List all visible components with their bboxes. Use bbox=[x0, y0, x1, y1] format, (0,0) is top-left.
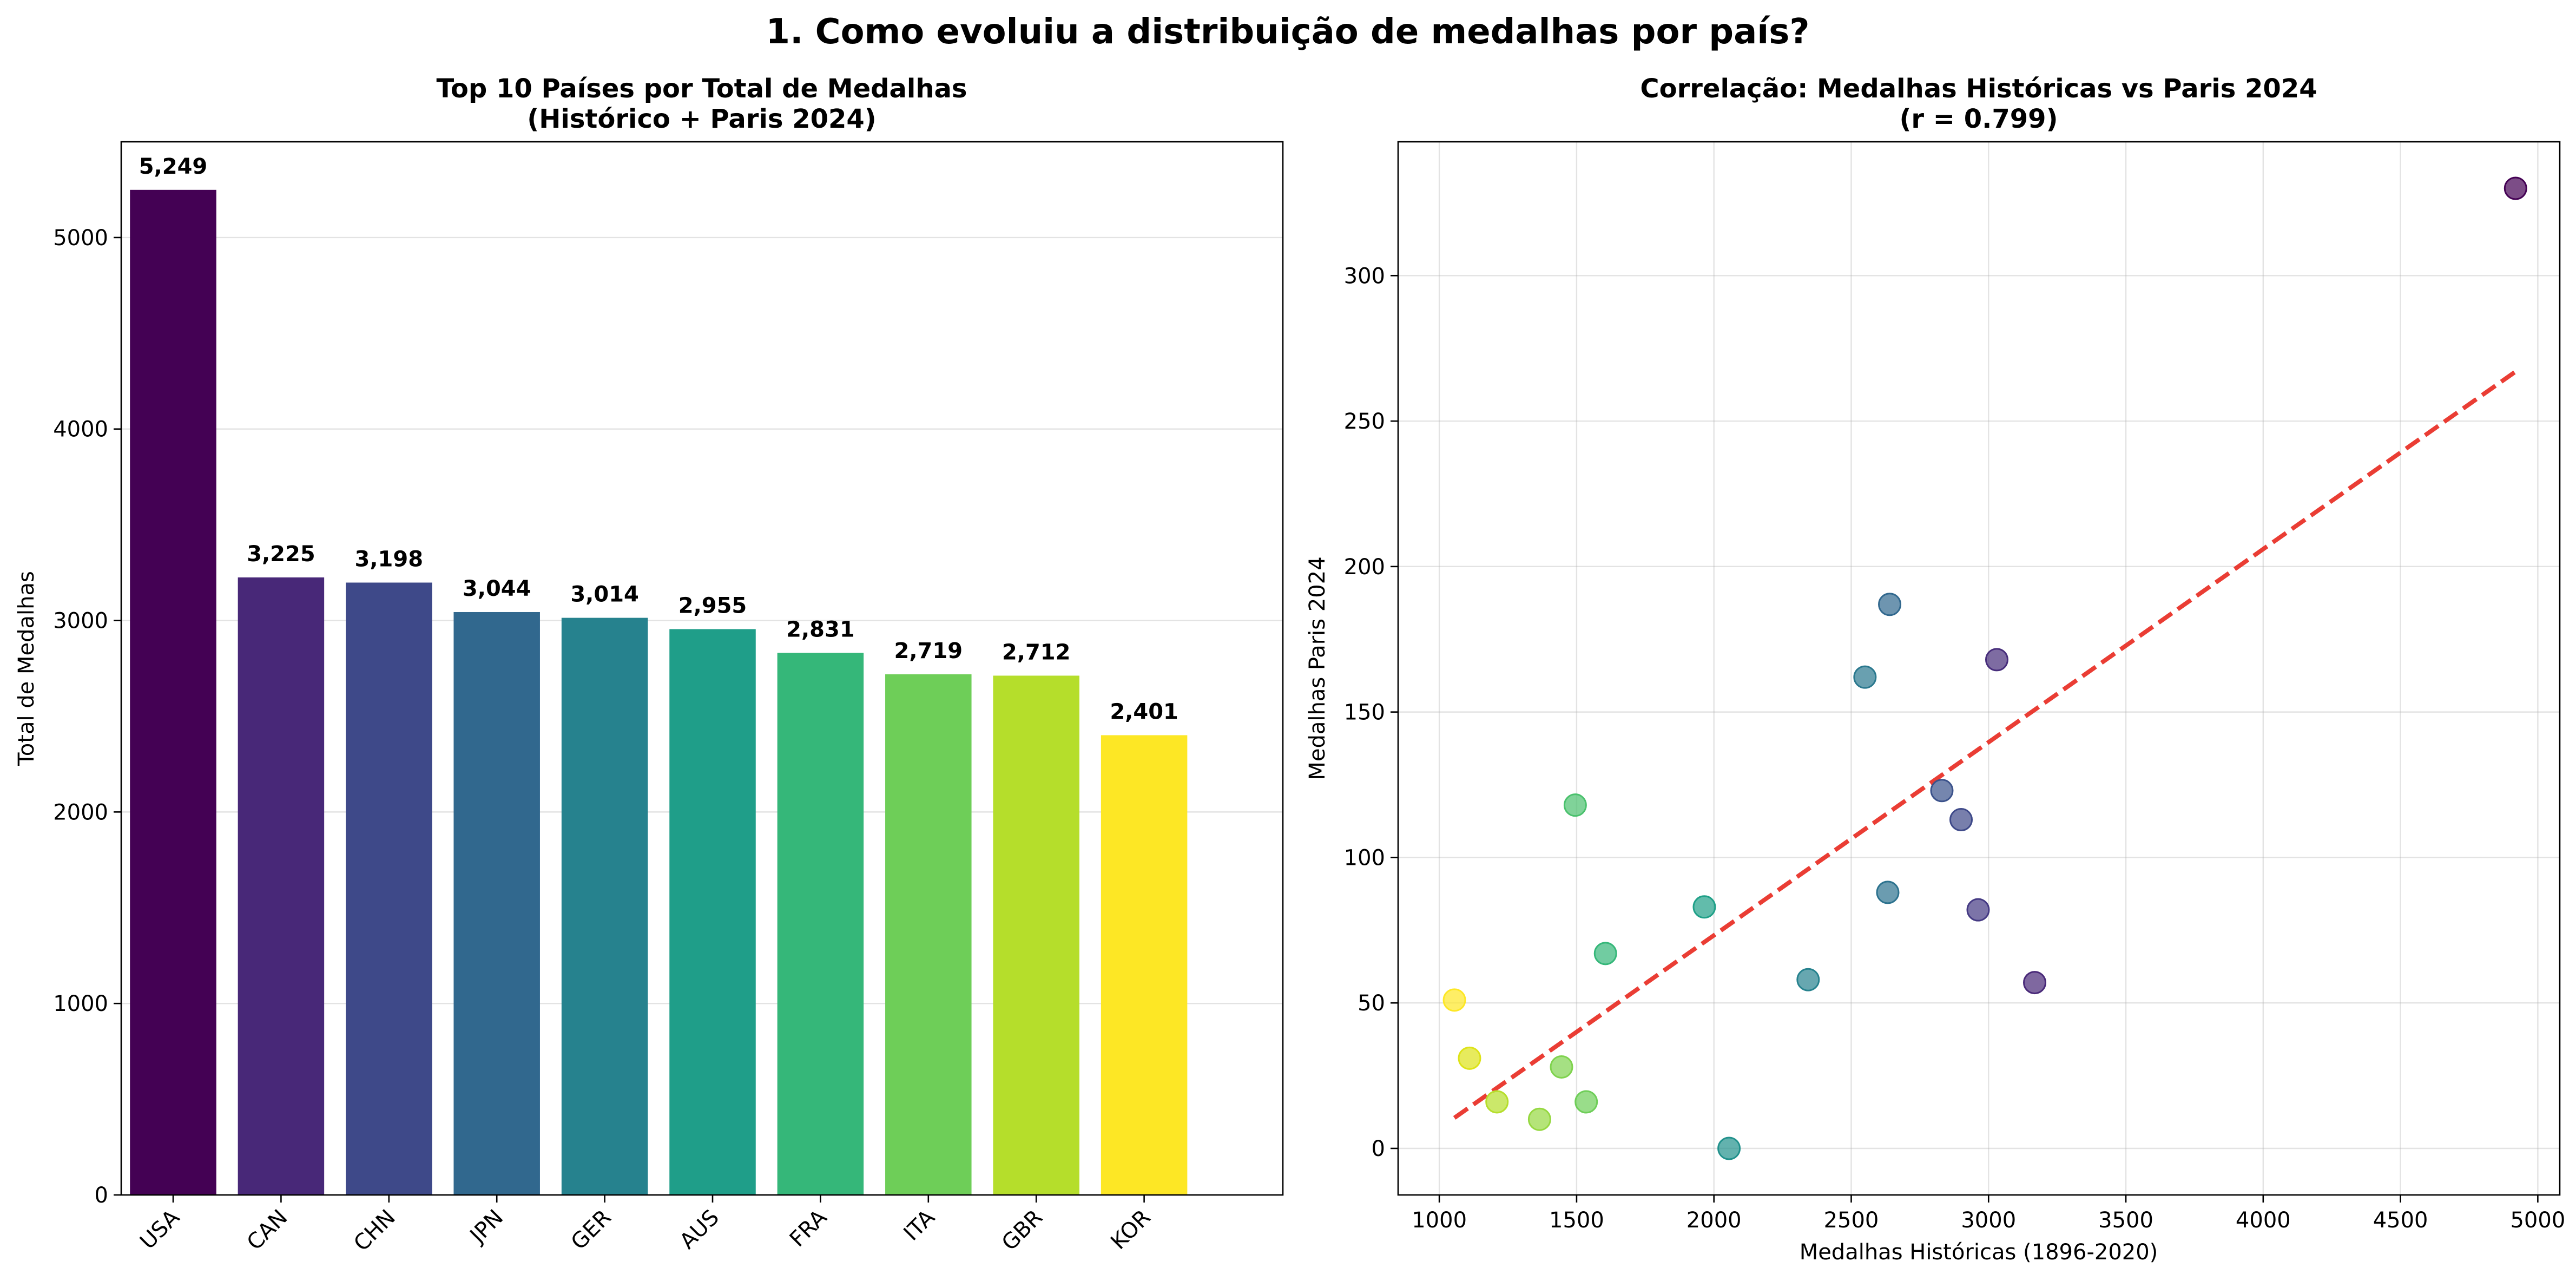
scatter-chart-y-tick-label: 300 bbox=[1344, 264, 1385, 288]
scatter-point bbox=[1796, 968, 1820, 991]
scatter-chart-points bbox=[1442, 176, 2527, 1160]
scatter-chart-x-tick-label: 3000 bbox=[1961, 1208, 2016, 1233]
scatter-chart-y-tick-label: 100 bbox=[1344, 845, 1385, 870]
bar-gbr bbox=[993, 675, 1079, 1195]
scatter-chart-y-tick-label: 200 bbox=[1344, 555, 1385, 580]
bar-value-label: 3,014 bbox=[570, 582, 639, 607]
scatter-chart-gridlines bbox=[1398, 142, 2560, 1195]
scatter-point bbox=[1966, 898, 1990, 922]
scatter-point bbox=[1485, 1090, 1509, 1114]
scatter-chart-y-tick-label: 150 bbox=[1344, 700, 1385, 725]
bar-fra bbox=[777, 653, 864, 1195]
bar-value-label: 3,225 bbox=[247, 542, 315, 567]
bar-chart-y-tick-label: 1000 bbox=[53, 991, 108, 1016]
scatter-chart-x-tick-label: 4000 bbox=[2236, 1208, 2291, 1233]
scatter-point bbox=[1550, 1055, 1573, 1079]
scatter-chart-x-tick-label: 1000 bbox=[1412, 1208, 1467, 1233]
bar-chart-y-tick-label: 4000 bbox=[53, 417, 108, 442]
bar-value-label: 2,712 bbox=[1002, 640, 1071, 665]
bar-chart-y-tick-label: 2000 bbox=[53, 800, 108, 825]
bar-aus bbox=[669, 629, 756, 1195]
bar-chart-y-tick-label: 3000 bbox=[53, 609, 108, 634]
scatter-point bbox=[1876, 881, 1900, 904]
scatter-chart-x-tick-label: 3500 bbox=[2098, 1208, 2153, 1233]
scatter-point bbox=[1458, 1046, 1481, 1070]
bar-value-label: 2,955 bbox=[678, 593, 747, 618]
scatter-chart-panel: Correlação: Medalhas Históricas vs Paris… bbox=[1305, 74, 2565, 1265]
scatter-point bbox=[1717, 1137, 1741, 1160]
bar-value-label: 3,198 bbox=[355, 547, 424, 571]
scatter-point bbox=[1527, 1107, 1551, 1131]
scatter-chart-x-axis-label: Medalhas Históricas (1896-2020) bbox=[1800, 1240, 2158, 1265]
figure-suptitle: 1. Como evoluiu a distribuição de medalh… bbox=[766, 12, 1810, 52]
scatter-chart-y-axis-label: Medalhas Paris 2024 bbox=[1305, 556, 1330, 780]
bar-chart-y-tick-label: 5000 bbox=[53, 226, 108, 251]
scatter-chart-axes-frame bbox=[1397, 141, 2561, 1196]
bar-chart-y-tick-label: 0 bbox=[95, 1183, 108, 1208]
scatter-chart-x-tick-label: 4500 bbox=[2373, 1208, 2428, 1233]
bar-kor bbox=[1101, 735, 1188, 1195]
bar-value-label: 3,044 bbox=[463, 576, 531, 601]
bar-value-label: 2,831 bbox=[786, 617, 855, 642]
scatter-chart-title-line2: (r = 0.799) bbox=[1899, 104, 2058, 134]
scatter-point bbox=[1985, 648, 2008, 672]
bar-value-label: 2,401 bbox=[1110, 699, 1178, 724]
bar-chn bbox=[346, 582, 432, 1195]
scatter-chart-trendline bbox=[1453, 370, 2517, 1120]
scatter-chart-x-tick-label: 5000 bbox=[2510, 1208, 2565, 1233]
scatter-chart-x-tick-label: 2000 bbox=[1686, 1208, 1742, 1233]
bar-chart-title-line2: (Histórico + Paris 2024) bbox=[527, 104, 876, 134]
scatter-point bbox=[1930, 779, 1954, 803]
scatter-chart-x-tick-label: 2500 bbox=[1824, 1208, 1879, 1233]
scatter-chart-y-tick-label: 250 bbox=[1344, 409, 1385, 434]
scatter-point bbox=[1878, 593, 1902, 616]
scatter-chart-y-tick-label: 0 bbox=[1372, 1137, 1385, 1161]
bar-ger bbox=[561, 617, 648, 1195]
scatter-point bbox=[2023, 971, 2047, 995]
bar-chart-axes-frame bbox=[120, 141, 1284, 1196]
scatter-chart-x-ticks: 1000 1500 2000 2500 3000 3500 4000 4500 5000 bbox=[1412, 1195, 2565, 1233]
scatter-chart-y-ticks: 0 50 100 150 200 250 300 bbox=[1344, 264, 1398, 1161]
scatter-chart-x-tick-label: 1500 bbox=[1549, 1208, 1604, 1233]
bar-can bbox=[238, 577, 325, 1195]
bar-value-label: 2,719 bbox=[894, 639, 963, 664]
scatter-point bbox=[1563, 793, 1587, 817]
scatter-point bbox=[1949, 808, 1973, 832]
scatter-point bbox=[1692, 895, 1716, 919]
bar-chart-y-ticks: 0 1000 2000 3000 4000 5000 bbox=[53, 226, 121, 1208]
scatter-point bbox=[1574, 1090, 1598, 1114]
bar-chart-bars: 5,249 3,225 3,198 3,044 3,014 2,955 2,831 2,719… bbox=[130, 154, 1188, 1195]
bar-chart-y-axis-label: Total de Medalhas bbox=[14, 571, 39, 766]
bar-value-label: 5,249 bbox=[139, 154, 208, 179]
bar-jpn bbox=[453, 612, 540, 1195]
scatter-chart-trendline-group bbox=[1453, 370, 2517, 1120]
scatter-chart-title-line1: Correlação: Medalhas Históricas vs Paris… bbox=[1640, 74, 2317, 104]
bar-chart-title-line1: Top 10 Países por Total de Medalhas bbox=[437, 74, 967, 104]
bar-chart-panel: Top 10 Países por Total de Medalhas (His… bbox=[14, 74, 1284, 1256]
scatter-chart-y-tick-label: 50 bbox=[1358, 991, 1385, 1016]
scatter-point bbox=[1442, 988, 1466, 1012]
scatter-point bbox=[2503, 176, 2527, 200]
bar-usa bbox=[130, 189, 216, 1195]
scatter-point bbox=[1853, 665, 1877, 689]
bar-ita bbox=[885, 674, 972, 1195]
scatter-point bbox=[1593, 942, 1617, 965]
